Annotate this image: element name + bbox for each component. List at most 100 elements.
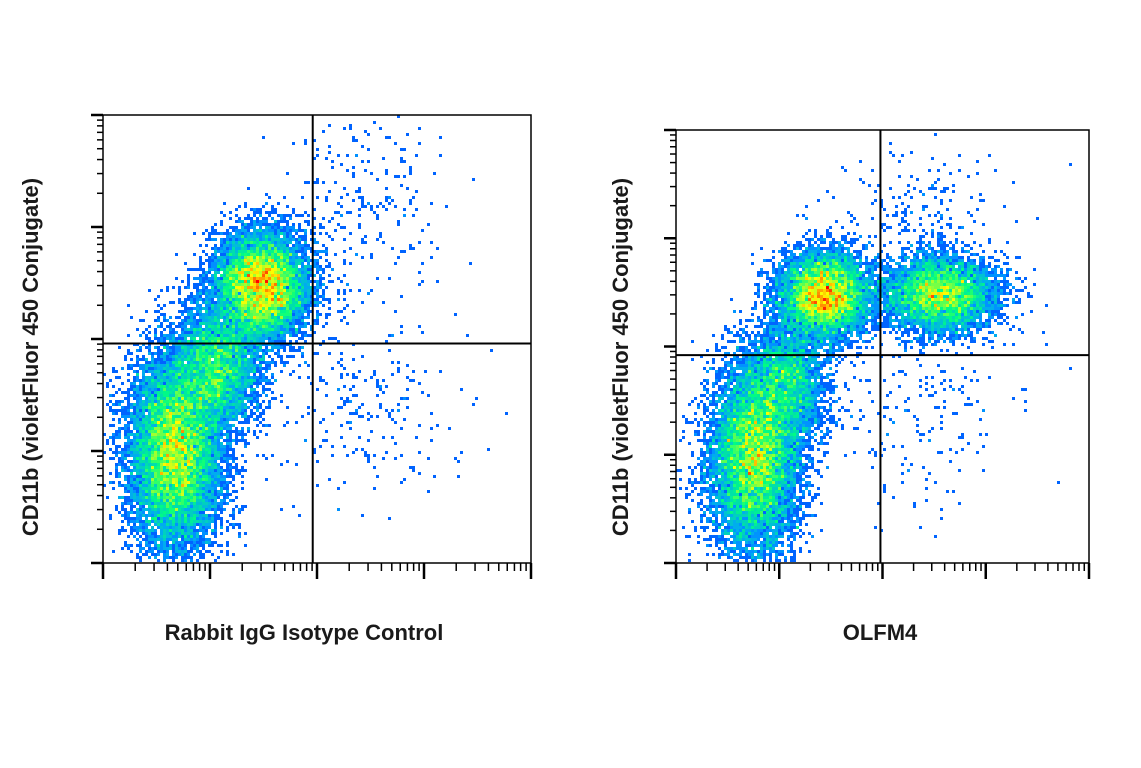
density-cell (214, 505, 217, 508)
density-cell (292, 238, 295, 241)
density-cell (199, 445, 202, 448)
density-cell (175, 508, 178, 511)
density-cell (241, 373, 244, 376)
density-cell (193, 475, 196, 478)
density-cell (172, 517, 175, 520)
density-cell (172, 493, 175, 496)
density-cell (193, 337, 196, 340)
density-cell (166, 430, 169, 433)
density-cell (211, 544, 214, 547)
density-cell (301, 244, 304, 247)
density-cell (145, 391, 148, 394)
density-cell (157, 373, 160, 376)
density-cell (136, 499, 139, 502)
density-cell (304, 142, 307, 145)
density-cell (247, 358, 250, 361)
density-cell (178, 352, 181, 355)
density-cell (235, 331, 238, 334)
density-cell (205, 427, 208, 430)
density-cell (238, 343, 241, 346)
density-cell (148, 475, 151, 478)
density-cell (208, 361, 211, 364)
density-cell (154, 367, 157, 370)
density-cell (298, 301, 301, 304)
density-cell (262, 259, 265, 262)
density-cell (232, 424, 235, 427)
density-cell (196, 301, 199, 304)
density-cell (139, 379, 142, 382)
density-cell (145, 493, 148, 496)
density-cell (373, 211, 376, 214)
density-cell (208, 484, 211, 487)
density-cell (298, 328, 301, 331)
density-cell (178, 361, 181, 364)
density-cell (223, 373, 226, 376)
density-cell (379, 385, 382, 388)
density-cell (154, 331, 157, 334)
density-cell (202, 367, 205, 370)
density-cell (217, 490, 220, 493)
density-cell (340, 364, 343, 367)
density-cell (217, 508, 220, 511)
density-cell (277, 223, 280, 226)
density-cell (151, 445, 154, 448)
density-cell (292, 298, 295, 301)
density-cell (244, 298, 247, 301)
density-cell (220, 451, 223, 454)
density-cell (313, 232, 316, 235)
density-cell (199, 493, 202, 496)
density-cell (142, 421, 145, 424)
density-cell (253, 214, 256, 217)
density-cell (133, 469, 136, 472)
density-cell (196, 283, 199, 286)
density-cell (226, 319, 229, 322)
density-cell (211, 328, 214, 331)
density-cell (229, 322, 232, 325)
density-cell (169, 340, 172, 343)
density-cell (208, 475, 211, 478)
density-cell (358, 226, 361, 229)
density-cell (208, 265, 211, 268)
density-cell (196, 484, 199, 487)
density-cell (184, 376, 187, 379)
density-cell (226, 412, 229, 415)
density-cell (181, 301, 184, 304)
density-cell (190, 535, 193, 538)
density-cell (169, 499, 172, 502)
density-cell (316, 250, 319, 253)
density-cell (337, 202, 340, 205)
density-cell (151, 481, 154, 484)
density-cell (199, 424, 202, 427)
density-cell (235, 247, 238, 250)
density-cell (232, 319, 235, 322)
density-cell (235, 277, 238, 280)
density-cell (232, 397, 235, 400)
density-cell (208, 301, 211, 304)
density-cell (247, 229, 250, 232)
density-cell (166, 472, 169, 475)
density-cell (187, 376, 190, 379)
density-cell (169, 403, 172, 406)
density-cell (154, 403, 157, 406)
density-cell (220, 376, 223, 379)
density-cell (145, 499, 148, 502)
density-cell (148, 544, 151, 547)
density-cell (232, 235, 235, 238)
density-cell (202, 538, 205, 541)
density-cell (223, 349, 226, 352)
density-cell (133, 406, 136, 409)
density-cell (151, 553, 154, 556)
density-cell (193, 295, 196, 298)
density-cell (172, 340, 175, 343)
density-cell (190, 292, 193, 295)
density-cell (262, 223, 265, 226)
density-cell (217, 319, 220, 322)
density-cell (148, 421, 151, 424)
density-cell (139, 469, 142, 472)
density-cell (196, 499, 199, 502)
density-cell (289, 298, 292, 301)
density-cell (229, 376, 232, 379)
density-cell (211, 367, 214, 370)
density-cell (214, 376, 217, 379)
density-cell (187, 505, 190, 508)
